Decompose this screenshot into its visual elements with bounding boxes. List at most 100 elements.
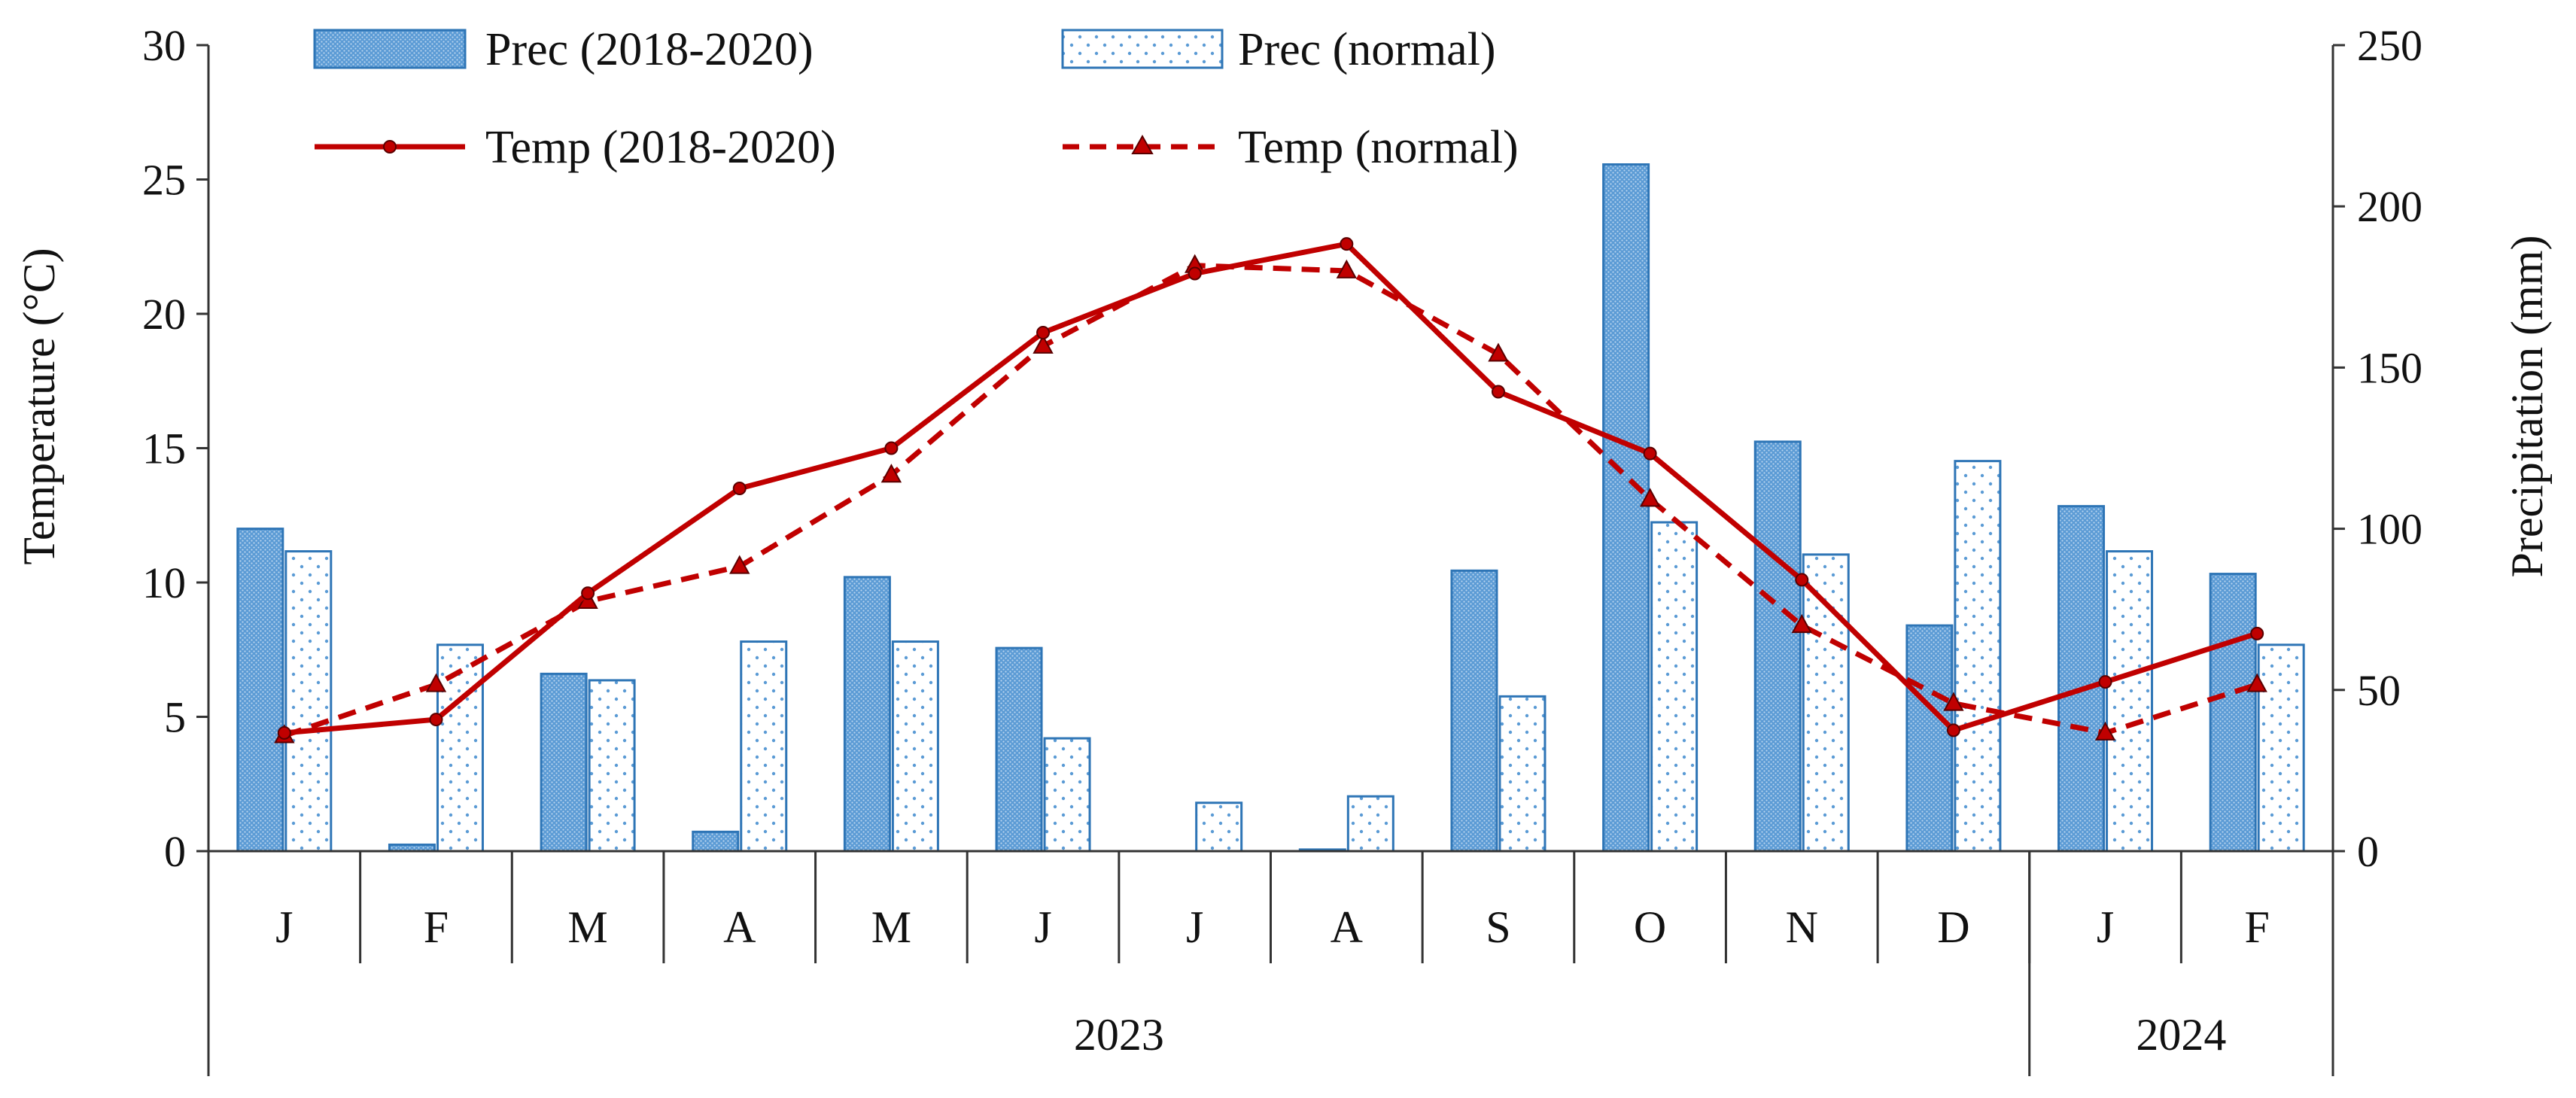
right-tick-label: 150	[2357, 343, 2422, 392]
temp-normal-point	[729, 555, 750, 574]
year-label: 2023	[1074, 1010, 1164, 1060]
axes: 0 5 10 15 20 25 30 0 50 100 150 200 250 J F M A M J J A S O N…	[142, 21, 2422, 1076]
left-tick-label: 5	[164, 693, 186, 742]
bar-prec-2018-2020	[1450, 569, 1498, 853]
legend-swatch-prec-2018-2020	[313, 29, 467, 69]
temp-normal-point	[2094, 721, 2116, 741]
legend-label-prec-2018-2020: Prec (2018-2020)	[485, 24, 814, 75]
legend-marker-temp-normal	[1131, 134, 1154, 154]
temp-2018-2020-point	[2098, 675, 2112, 689]
right-tick-label: 200	[2357, 182, 2422, 231]
bar-prec-normal	[436, 643, 484, 853]
month-label: A	[723, 902, 756, 952]
right-axis-title: Precipitation (mm)	[2502, 236, 2552, 578]
temp-2018-2020-point	[429, 713, 443, 727]
bar-prec-normal	[891, 640, 939, 853]
bar-prec-2018-2020	[995, 646, 1043, 853]
temp-normal-polyline	[283, 263, 2258, 738]
temp-2018-2020-point	[1643, 446, 1657, 461]
right-axis-ticks: 0 50 100 150 200 250	[2333, 21, 2422, 876]
temp-2018-2020-polyline	[284, 241, 2258, 736]
temp-normal-point	[1488, 342, 1509, 362]
left-tick-label: 25	[142, 156, 186, 205]
left-axis-ticks: 0 5 10 15 20 25 30	[142, 21, 208, 876]
month-label: F	[2244, 902, 2269, 952]
bar-prec-normal	[284, 550, 333, 853]
legend-label-temp-normal: Temp (normal)	[1238, 122, 1519, 173]
temp-2018-2020-point	[581, 586, 595, 601]
right-tick-label: 100	[2357, 505, 2422, 554]
temp-normal-point	[1943, 692, 1964, 711]
temp-2018-2020-point	[1036, 325, 1051, 339]
temp-2018-2020-point	[1491, 385, 1505, 399]
temp-normal-point	[425, 673, 447, 692]
bar-prec-2018-2020	[843, 576, 891, 853]
prec-2018-2020-bars	[236, 163, 2257, 853]
bar-prec-2018-2020	[2057, 505, 2106, 853]
temp-2018-2020-point	[2250, 626, 2264, 640]
bar-prec-2018-2020	[1753, 440, 1802, 853]
month-label: M	[567, 902, 607, 952]
plot-area	[236, 163, 2305, 853]
left-tick-label: 10	[142, 558, 186, 607]
temp-normal-point	[1639, 488, 1661, 507]
temp-2018-2020-line	[277, 237, 2264, 740]
bar-prec-normal	[1346, 795, 1394, 853]
month-label: J	[2097, 902, 2114, 952]
month-label: J	[1186, 902, 1203, 952]
x-axis-categories: J F M A M J J A S O N D J F 2023 2024	[275, 851, 2270, 1076]
temp-normal-line	[274, 254, 2267, 744]
temp-normal-point	[1033, 334, 1054, 354]
month-label: O	[1634, 902, 1666, 952]
temp-normal-point	[880, 464, 902, 483]
temp-2018-2020-point	[277, 725, 291, 740]
month-label: F	[424, 902, 449, 952]
right-tick-label: 250	[2357, 21, 2422, 70]
right-tick-label: 0	[2357, 827, 2379, 876]
legend-swatch-prec-normal	[1061, 29, 1224, 69]
month-label: M	[871, 902, 911, 952]
temp-2018-2020-point	[1340, 237, 1354, 251]
bar-prec-2018-2020	[692, 830, 740, 853]
temp-2018-2020-point	[1188, 266, 1202, 281]
legend: Prec (2018-2020) Prec (normal) Temp (201…	[313, 24, 1519, 173]
left-axis-title: Temperature (°C)	[14, 248, 64, 564]
month-label: J	[275, 902, 293, 952]
legend-label-temp-2018-2020: Temp (2018-2020)	[485, 122, 836, 173]
left-tick-label: 15	[142, 424, 186, 473]
bar-prec-normal	[1498, 695, 1547, 853]
temp-2018-2020-point	[884, 441, 899, 455]
temp-normal-point	[1336, 259, 1358, 278]
legend-marker-temp-2018-2020	[383, 140, 397, 154]
prec-normal-bars	[284, 460, 2305, 853]
left-tick-label: 0	[164, 827, 186, 876]
left-tick-label: 30	[142, 21, 186, 70]
bar-prec-2018-2020	[236, 528, 284, 853]
month-label: S	[1486, 902, 1510, 952]
temp-normal-point	[2246, 673, 2267, 692]
bar-prec-normal	[588, 679, 636, 853]
temp-normal-point	[1791, 614, 1812, 634]
right-tick-label: 50	[2357, 666, 2401, 715]
bar-prec-normal	[1043, 737, 1091, 853]
bar-prec-normal	[1650, 521, 1699, 853]
bar-prec-2018-2020	[540, 672, 588, 853]
bar-prec-normal	[2106, 550, 2154, 853]
bar-prec-normal	[2257, 643, 2305, 853]
temp-2018-2020-point	[1795, 573, 1809, 587]
temp-2018-2020-point	[732, 482, 747, 496]
bar-prec-normal	[1802, 553, 1850, 853]
bar-prec-2018-2020	[2209, 573, 2257, 853]
year-label: 2024	[2136, 1010, 2226, 1060]
month-label: D	[1937, 902, 1969, 952]
month-label: J	[1034, 902, 1051, 952]
month-label: A	[1331, 902, 1363, 952]
bar-prec-2018-2020	[1602, 163, 1650, 853]
legend-label-prec-normal: Prec (normal)	[1238, 24, 1496, 75]
bar-prec-2018-2020	[1905, 624, 1954, 853]
month-label: N	[1786, 902, 1818, 952]
bar-prec-normal	[740, 640, 788, 853]
left-tick-label: 20	[142, 290, 186, 339]
temp-2018-2020-point	[1946, 723, 1960, 738]
